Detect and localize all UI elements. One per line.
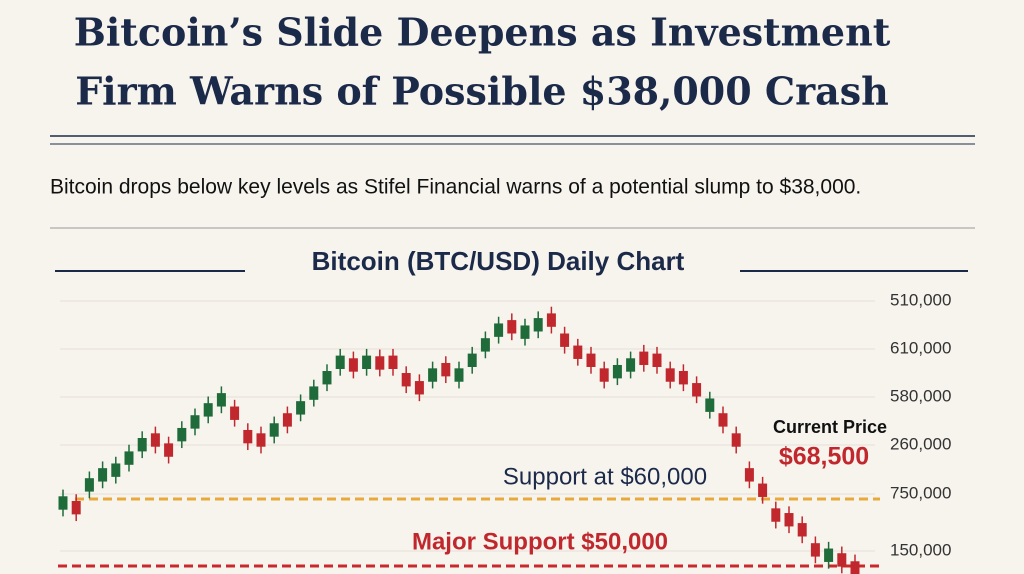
candle-body bbox=[98, 468, 108, 482]
candle-body bbox=[150, 433, 160, 447]
candle-body bbox=[137, 438, 147, 452]
candle-body bbox=[665, 368, 675, 382]
candle-body bbox=[269, 423, 279, 437]
candle-body bbox=[414, 381, 424, 395]
candle-body bbox=[164, 443, 174, 457]
candle-body bbox=[203, 403, 213, 417]
candle-body bbox=[705, 398, 715, 412]
candle-body bbox=[758, 483, 768, 497]
candle-body bbox=[507, 320, 517, 334]
y-tick-label: 510,000 bbox=[890, 290, 951, 309]
candle-body bbox=[718, 413, 728, 427]
candle-body bbox=[71, 500, 81, 515]
candle-body bbox=[586, 353, 596, 367]
title: Bitcoin’s Slide Deepens as Investment bbox=[74, 10, 891, 55]
candle-body bbox=[243, 429, 253, 444]
candle-body bbox=[573, 345, 583, 359]
candle-body bbox=[124, 451, 134, 465]
candle-body bbox=[771, 508, 781, 522]
candle-body bbox=[678, 371, 688, 385]
candle-body bbox=[797, 523, 807, 537]
candle-body bbox=[111, 463, 121, 477]
support-label: Support at $60,000 bbox=[503, 463, 707, 490]
y-tick-label: 750,000 bbox=[890, 483, 951, 502]
candle-body bbox=[652, 353, 662, 367]
y-tick-label: 260,000 bbox=[890, 434, 951, 453]
candle-body bbox=[335, 355, 345, 370]
candle-body bbox=[612, 364, 622, 379]
current-price-label: Current Price bbox=[773, 417, 887, 437]
chart-title: Bitcoin (BTC/USD) Daily Chart bbox=[312, 246, 685, 276]
candle-body bbox=[626, 358, 636, 372]
candle-body bbox=[230, 406, 240, 420]
candle-body bbox=[375, 356, 385, 370]
candle-body bbox=[348, 358, 358, 372]
candle-body bbox=[520, 325, 530, 339]
candle-body bbox=[216, 393, 226, 407]
candle-body bbox=[824, 548, 834, 562]
candle-body bbox=[190, 415, 200, 429]
candle-body bbox=[282, 413, 292, 427]
candle-body bbox=[599, 368, 609, 382]
y-tick-label: 580,000 bbox=[890, 386, 951, 405]
title: Firm Warns of Possible $38,000 Crash bbox=[75, 69, 889, 114]
candle-body bbox=[837, 553, 847, 567]
candle-body bbox=[322, 371, 332, 385]
candle-body bbox=[388, 355, 398, 370]
candle-body bbox=[744, 468, 754, 482]
candle-body bbox=[362, 355, 372, 370]
candle-body bbox=[401, 373, 411, 387]
candle-body bbox=[494, 323, 504, 337]
candle-body bbox=[480, 338, 490, 352]
candle-body bbox=[58, 496, 68, 510]
candle-body bbox=[731, 433, 741, 447]
current-price: $68,500 bbox=[779, 443, 869, 471]
candle-body bbox=[454, 368, 464, 382]
candle-body bbox=[850, 561, 860, 574]
candle-body bbox=[546, 313, 556, 327]
candle-body bbox=[309, 386, 319, 400]
candle-body bbox=[428, 368, 438, 382]
candle-body bbox=[467, 353, 477, 367]
subtitle: Bitcoin drops below key levels as Stifel… bbox=[50, 176, 861, 199]
y-tick-label: 610,000 bbox=[890, 338, 951, 357]
candle-body bbox=[441, 362, 451, 377]
candle-body bbox=[810, 543, 820, 557]
candle-body bbox=[784, 513, 794, 527]
candle-body bbox=[533, 318, 543, 332]
candle-body bbox=[296, 401, 306, 415]
support-label: Major Support $50,000 bbox=[412, 528, 668, 555]
candle-body bbox=[177, 427, 187, 442]
candle-body bbox=[639, 351, 649, 365]
candle-body bbox=[692, 383, 702, 397]
candle-body bbox=[84, 478, 94, 492]
candle-body bbox=[256, 433, 266, 447]
candle-body bbox=[560, 333, 570, 347]
y-tick-label: 150,000 bbox=[890, 540, 951, 559]
